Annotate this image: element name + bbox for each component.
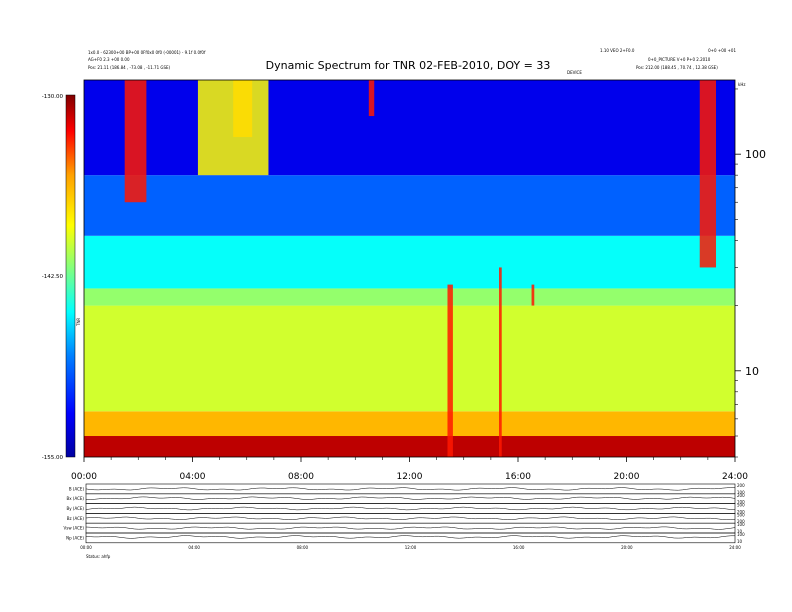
sub-panel-right-tick: 100 [737,532,745,537]
chart-title: Dynamic Spectrum for TNR 02-FEB-2010, DO… [266,59,551,72]
header-center-small: DEVICE [567,70,582,75]
sub-panel-right-tick: 200 [737,483,745,488]
header-left-line-1: 1x0.0 - 62300+00 BP+00 0Ff0x0 0f0 (-0000… [88,50,206,55]
header-right-line-2: 0+0 +00 +01 [708,48,736,53]
x-tick-label-3: 12:00 [397,472,423,482]
emission-6 [531,284,535,306]
sub-panel-right-tick: 100 [737,522,745,527]
emission-2 [197,80,269,176]
sub-x-tick-label-1: 04:00 [188,545,200,550]
sub-x-tick-label-2: 08:00 [297,545,309,550]
sub-panel-trace [85,526,736,530]
sub-x-tick-label-5: 20:00 [621,545,633,550]
sub-panel-trace [85,535,735,539]
colorbar-tick-mid: -142.50 [42,274,64,280]
header-left-line-3: Pos: 21.11 (186.84 , -73.08 , -11.71 GSE… [88,65,171,70]
x-tick-label-4: 16:00 [505,472,531,482]
y-tick-label-0: 10 [745,365,759,378]
x-tick-label-5: 20:00 [614,472,640,482]
sub-panel-label: Np (ACE) [66,535,84,540]
colorbar-tick-top: -130.00 [42,94,64,100]
sub-panel-right-tick: 200 [737,509,745,514]
x-tick-label-6: 24:00 [722,472,748,482]
header-right-line-4: Pos: 212.00 (188.45 , 70.74 , 12.38 GSE) [636,65,718,70]
colorbar: -130.00 -142.50 -155.00 TNR [42,94,81,461]
right-axis-corner-label: kHz [738,82,745,87]
sub-x-tick-label-6: 24:00 [729,545,741,550]
band-6 [84,80,735,176]
sub-panel-trace [86,496,736,500]
sub-x-tick-label-4: 16:00 [513,545,525,550]
sub-panel-frame [85,503,736,514]
main-x-axis: 00:00 04:00 08:00 12:00 16:00 20:00 24:00 [71,457,748,482]
band-1 [84,411,735,437]
sub-panel-label: Bz (ACE) [67,516,85,521]
band-4 [84,235,735,289]
right-y-axis: 10 100 [735,88,766,458]
sub-panel-right-tick: 200 [737,519,745,524]
sub-panel-frame [85,513,736,524]
header-right-line-1: 1.10 VEO 2+F0.0 [600,48,635,53]
header-right-line-3: 0+0_PICTURE V+0 P+0 2.2010 [648,57,711,62]
sub-panel-right-tick: 500 [737,512,745,517]
header-left-line-2: AG+F0 2.3 +00 0.00 [88,57,130,62]
colorbar-gradient [65,94,76,458]
header-right: 1.10 VEO 2+F0.0 0+0 +00 +01 0+0_PICTURE … [600,48,736,70]
sub-panel-right-tick: 500 [737,503,745,508]
sub-panel-frame [85,483,736,495]
x-tick-label-0: 00:00 [71,472,97,482]
sub-panel-right-tick: 100 [737,500,745,505]
sub-x-tick-label-0: 00:00 [80,545,92,550]
sub-panel-label: By (ACE) [67,506,85,511]
band-0 [84,436,735,457]
emission-7 [699,80,717,268]
spectrogram-plot [84,80,735,457]
colorbar-tick-bottom: -155.00 [42,455,64,461]
sub-panel-right-tick: 100 [737,490,745,495]
sub-x-tick-label-3: 12:00 [405,545,417,550]
sub-panel-right-tick: 10 [737,539,743,544]
sub-panel-trace [85,487,736,491]
emission-3 [368,80,375,117]
band-5 [84,175,735,236]
y-tick-label-1: 100 [745,148,766,161]
emission-0 [124,80,147,203]
band-3 [84,288,735,306]
sub-panel-right-tick: 10 [737,529,743,534]
emission-5 [499,267,502,457]
sub-panel-frame [85,493,736,504]
emission-4 [447,284,453,457]
sub-panel-trace [85,506,736,511]
sub-panel-frame [85,532,736,544]
footer-label: Status: ahfp [86,554,111,559]
band-2 [84,305,735,412]
sub-panel-right-tick: 200 [737,493,745,498]
header-left: 1x0.0 - 62300+00 BP+00 0Ff0x0 0f0 (-0000… [88,50,206,70]
sub-panel-label: Bx (ACE) [67,496,85,501]
x-tick-label-1: 04:00 [180,472,206,482]
sub-panel-label: Vsw (ACE) [64,526,85,531]
sub-panel-label: B (ACE) [69,486,85,491]
sub-panel-trace [85,516,736,520]
colorbar-label: TNR [76,318,81,327]
x-tick-label-2: 08:00 [288,472,314,482]
